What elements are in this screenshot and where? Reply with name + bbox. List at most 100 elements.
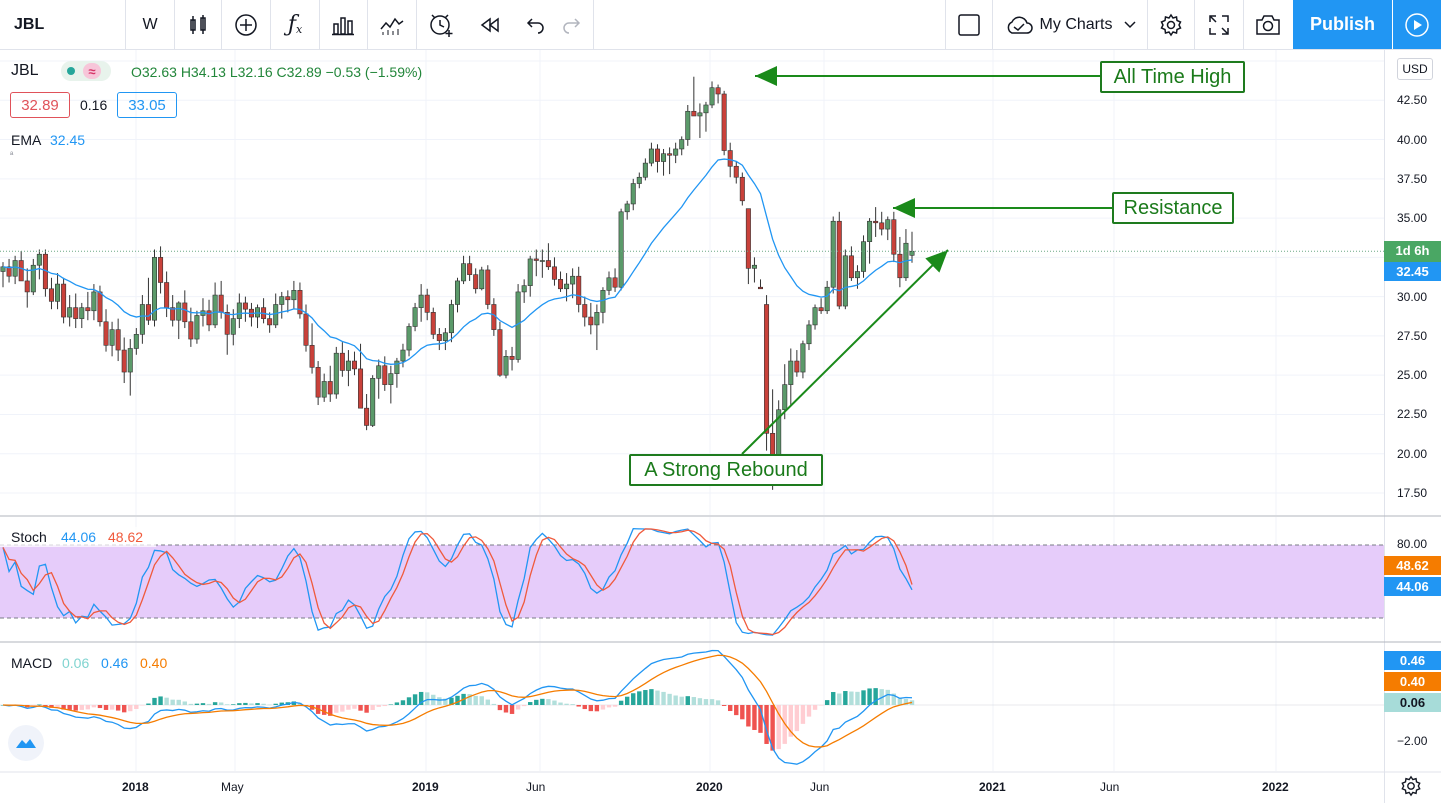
macd-hist-bar (721, 705, 727, 706)
candle-body (885, 219, 891, 230)
interval-button[interactable]: W (142, 15, 158, 33)
candle-body (648, 148, 654, 164)
stoch-legend-bg (0, 527, 156, 547)
layout-square-icon[interactable] (946, 0, 992, 49)
candle-body (642, 162, 648, 178)
candle-body (182, 302, 188, 323)
macd-hist-bar (600, 705, 606, 710)
macd-hist-bar (152, 697, 157, 705)
candle-body (442, 332, 448, 341)
macd-hist-bar (134, 705, 139, 709)
candle-body (18, 260, 24, 282)
candle-body (473, 274, 479, 290)
play-icon[interactable] (1393, 0, 1441, 49)
symbol-search-button[interactable]: JBL (14, 15, 45, 33)
price-axis-tick: 25.00 (1397, 368, 1428, 383)
financials-bar-icon[interactable] (320, 0, 366, 49)
ema-line (2, 158, 913, 365)
candle-style-icon[interactable] (175, 0, 221, 49)
strong-rebound-label[interactable]: A Strong Rebound (629, 454, 823, 486)
compare-add-icon[interactable] (222, 0, 270, 49)
candle-body (570, 275, 576, 285)
macd-hist-bar (637, 691, 642, 705)
candle-body (321, 381, 327, 398)
my-charts-button[interactable]: My Charts (993, 0, 1147, 49)
cloud-check-icon (1007, 16, 1033, 34)
candle-body (624, 203, 630, 213)
tradingview-logo[interactable] (8, 725, 44, 761)
toolbar-divider (416, 0, 417, 49)
macd-signal-value: 0.40 (140, 655, 168, 671)
macd-hist-bar (509, 705, 515, 714)
macd-hist-bar (291, 701, 297, 705)
legend-status-dot[interactable]: ≈ (61, 61, 111, 81)
annotation-arrows (741, 66, 1112, 455)
macd-hist-bar (218, 702, 224, 705)
macd-hist-bar (31, 705, 36, 707)
macd-hist-bar (61, 705, 66, 710)
redo-icon[interactable] (552, 0, 592, 49)
camera-icon[interactable] (1244, 0, 1292, 49)
macd-hist-bar (370, 705, 375, 710)
all-time-high-label[interactable]: All Time High (1100, 61, 1245, 93)
candle-body (564, 283, 570, 290)
toolbar-divider (174, 0, 175, 49)
candle-body (661, 153, 667, 162)
currency-label[interactable]: USD (1397, 58, 1433, 80)
macd-hist-bar (867, 688, 872, 705)
macd-hist-bar (261, 703, 266, 705)
candle-body (327, 381, 333, 395)
candle-body (867, 220, 873, 242)
fullscreen-icon[interactable] (1195, 0, 1243, 49)
undo-icon[interactable] (513, 0, 557, 49)
macd-hist-bar (806, 705, 812, 717)
macd-hist-bar (752, 705, 757, 730)
macd-hist-bar (788, 705, 793, 737)
sell-price-box[interactable]: 32.89 (10, 92, 70, 118)
candle-body (55, 283, 61, 302)
candle-body (558, 279, 564, 290)
macd-hist-bar (346, 705, 351, 710)
candle-body (133, 334, 139, 349)
candle-body (497, 329, 503, 376)
candle-body (430, 312, 436, 335)
publish-button[interactable]: Publish (1293, 0, 1392, 49)
macd-hist-bar (485, 699, 490, 705)
candle-body (6, 266, 12, 277)
stoch-legend-label: Stoch (11, 529, 47, 545)
macd-hist-bar (37, 704, 42, 706)
toolbar-divider (270, 0, 271, 49)
candle-body (582, 304, 588, 318)
candle-body (351, 360, 357, 370)
alert-clock-icon[interactable] (417, 0, 465, 49)
replay-icon[interactable] (467, 0, 513, 49)
ema-legend-label: EMA (11, 132, 42, 148)
templates-chart-icon[interactable] (368, 0, 416, 49)
resistance-label[interactable]: Resistance (1112, 192, 1234, 224)
macd-hist-bar (818, 705, 824, 706)
candle-body (127, 348, 133, 373)
price-axis-tick: 37.50 (1397, 171, 1428, 186)
candle-body (788, 360, 794, 385)
macd-hist-bar (449, 697, 454, 705)
candle-body (848, 255, 854, 279)
settings-gear-icon[interactable] (1148, 0, 1194, 49)
macd-hist-bar (624, 696, 630, 705)
macd-hist-bar (697, 698, 703, 705)
chart-settings-gear-icon[interactable] (1400, 775, 1424, 799)
candle-body (515, 291, 521, 360)
candle-body (703, 104, 709, 114)
toolbar-divider (1194, 0, 1195, 49)
macd-hist-bar (206, 703, 212, 705)
price-axis-tick: 30.00 (1397, 289, 1428, 304)
macd-hist-bar (255, 703, 260, 705)
ema-legend-sub: ª (10, 150, 14, 160)
stoch-band (0, 544, 1384, 619)
price-chart[interactable] (0, 50, 1441, 803)
toolbar-divider (221, 0, 222, 49)
macd-hist-bar (103, 705, 109, 710)
candle-body (861, 241, 867, 272)
macd-hist-bar (618, 700, 624, 705)
buy-price-box[interactable]: 33.05 (117, 92, 177, 118)
